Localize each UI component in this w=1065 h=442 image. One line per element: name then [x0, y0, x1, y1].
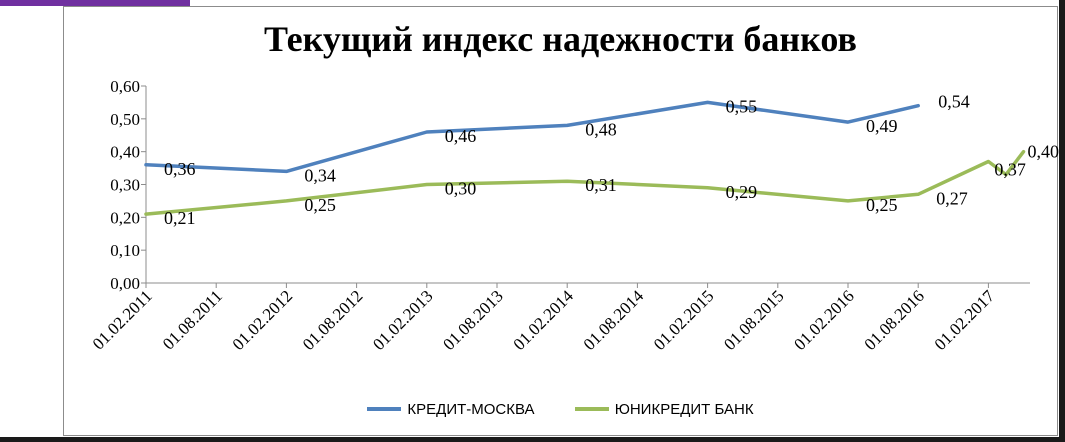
x-tick-label: 01.08.2013 [439, 286, 507, 354]
data-label: 0,27 [936, 188, 968, 208]
series-line-2 [144, 149, 1026, 216]
legend-item-unicredit: ЮНИКРЕДИТ БАНК [574, 400, 754, 418]
series-line-1 [144, 100, 920, 174]
x-tick-label: 01.02.2012 [229, 286, 297, 354]
x-tick-label: 01.08.2012 [299, 286, 367, 354]
data-labels: 0,36 0,34 0,46 0,48 0,55 0,49 0,54 0,21 0,25 0,30… [164, 92, 1059, 228]
data-label: 0,49 [866, 116, 898, 136]
y-tick-label: 0,40 [110, 143, 140, 162]
y-tick-label: 0,20 [110, 208, 140, 227]
legend-swatch-unicredit [574, 407, 609, 411]
page-edge-bottom [0, 437, 1065, 442]
y-tick-label: 0,50 [110, 110, 140, 129]
data-label: 0,30 [445, 179, 477, 199]
legend-label-credit-moskva: КРЕДИТ-МОСКВА [407, 400, 535, 418]
x-tick-label: 01.08.2014 [580, 286, 648, 354]
data-label: 0,36 [164, 159, 196, 179]
y-axis-tick-labels: 0,00 0,10 0,20 0,30 0,40 0,50 0,60 [110, 77, 140, 293]
chart-title: Текущий индекс надежности банков [264, 19, 857, 59]
data-label: 0,34 [304, 165, 336, 185]
chart-axes [141, 85, 1030, 288]
data-label: 0,29 [726, 182, 758, 202]
x-tick-label: 01.02.2011 [89, 286, 156, 353]
x-tick-label: 01.02.2015 [650, 286, 718, 354]
y-tick-label: 0,00 [110, 274, 140, 293]
data-label: 0,48 [585, 119, 617, 139]
x-tick-label: 01.02.2014 [509, 286, 577, 354]
x-tick-label: 01.08.2016 [860, 286, 928, 354]
chart-legend: КРЕДИТ-МОСКВА ЮНИКРЕДИТ БАНК [63, 398, 1058, 418]
x-tick-label: 01.08.2015 [720, 286, 788, 354]
data-label: 0,54 [938, 92, 970, 112]
legend-swatch-credit-moskva [367, 407, 402, 411]
legend-label-unicredit: ЮНИКРЕДИТ БАНК [614, 400, 754, 418]
x-axis-tick-labels: 01.02.2011 01.08.2011 01.02.2012 01.08.2012… [89, 286, 999, 354]
x-tick-label: 01.02.2016 [790, 286, 858, 354]
y-tick-label: 0,30 [110, 176, 140, 195]
chart-series [144, 100, 1026, 216]
y-tick-label: 0,60 [110, 77, 140, 96]
accent-tab [0, 0, 190, 6]
data-label: 0,25 [304, 195, 336, 215]
x-tick-label: 01.08.2011 [159, 286, 226, 353]
data-label: 0,25 [866, 195, 898, 215]
data-label: 0,40 [1028, 142, 1060, 162]
data-label: 0,31 [585, 175, 617, 195]
data-label: 0,37 [994, 160, 1026, 180]
x-tick-label: 01.02.2013 [369, 286, 437, 354]
x-tick-label: 01.02.2017 [931, 286, 999, 354]
data-label: 0,46 [445, 126, 477, 146]
legend-item-credit-moskva: КРЕДИТ-МОСКВА [367, 400, 535, 418]
data-label: 0,55 [726, 96, 758, 116]
page-edge-right [1059, 0, 1065, 442]
data-label: 0,21 [164, 208, 196, 228]
chart-frame [63, 6, 1058, 436]
y-tick-label: 0,10 [110, 241, 140, 260]
